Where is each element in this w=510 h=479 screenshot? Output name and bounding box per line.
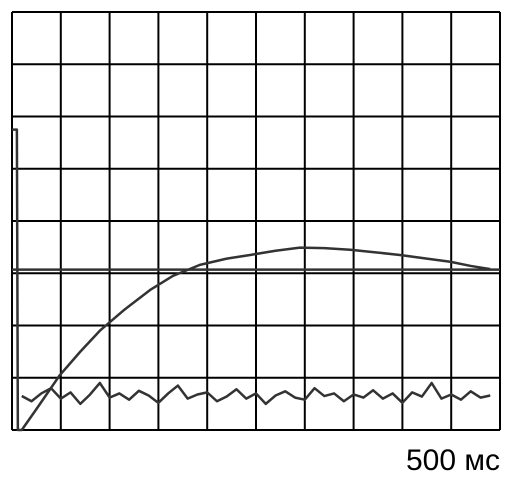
time-scale-label: 500 мс: [406, 444, 500, 477]
trace: [12, 128, 491, 432]
trace: [21, 381, 491, 406]
